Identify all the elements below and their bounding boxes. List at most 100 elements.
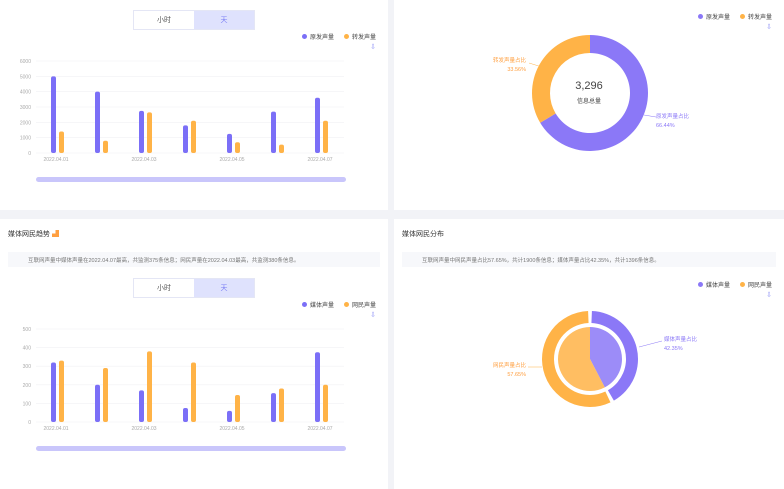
x-tick-label: 2022.04.07 — [307, 426, 332, 432]
download-icon[interactable]: ⇩ — [370, 44, 376, 51]
legend-item[interactable]: 媒体声量 — [697, 280, 730, 289]
slice-label: 媒体声量占比 42.35% — [664, 337, 698, 352]
toggle-day[interactable]: 天 — [194, 11, 254, 29]
y-tick-label: 400 — [23, 346, 32, 352]
legend-item[interactable]: 转发声量 — [343, 32, 376, 41]
download-icon[interactable]: ⇩ — [766, 292, 772, 299]
bar-媒体声量 — [139, 390, 144, 422]
summary-text: 互联网声量中网民声量占比57.65%，共计1900条信息；媒体声量占比42.35… — [402, 252, 776, 267]
outer-slice-媒体声量 — [591, 311, 639, 401]
bar-媒体声量 — [271, 393, 276, 422]
slice-label: 转发声量占比 33.56% — [492, 58, 526, 73]
volume-share-panel: 原发声量 转发声量 ⇩ 3,296 信息总量 原发声量占比 66.44% 转发声量… — [394, 0, 784, 210]
leader-line — [638, 340, 663, 348]
bar-网民声量 — [235, 395, 240, 422]
bar-转发声量 — [147, 112, 152, 153]
y-tick-label: 4000 — [20, 90, 31, 96]
inner-slice-媒体声量 — [590, 327, 622, 388]
time-toggle[interactable]: 小时 天 — [133, 10, 255, 30]
download-icon[interactable]: ⇩ — [766, 24, 772, 31]
legend-item[interactable]: 原发声量 — [301, 32, 334, 41]
bar-chart: 0 1000 2000 3000 4000 5000 6000 2022.04.01 2022.… — [20, 59, 346, 182]
slice-label: 原发声量占比 66.44% — [656, 114, 690, 129]
bar-网民声量 — [191, 362, 196, 422]
bar-转发声量 — [235, 142, 240, 153]
legend: 媒体声量 网民声量 — [301, 300, 376, 309]
media-netizen-trend-panel: 媒体网民趋势 ▟ 互联网声量中媒体声量在2022.04.07最高，共监测375条… — [0, 219, 388, 489]
bar-网民声量 — [59, 360, 64, 422]
y-tick-label: 5000 — [20, 74, 31, 80]
bar-媒体声量 — [51, 362, 56, 422]
bar-转发声量 — [59, 131, 64, 153]
legend-item[interactable]: 转发声量 — [739, 12, 772, 21]
legend: 媒体声量 网民声量 — [697, 280, 772, 289]
y-tick-label: 2000 — [20, 120, 31, 126]
leader-line — [528, 62, 543, 68]
bar-chart: 0 100 200 300 400 500 2022.04.01 2022.04.03 2022… — [23, 327, 346, 451]
y-tick-label: 3000 — [20, 105, 31, 111]
total-value: 3,296 — [575, 80, 603, 92]
bar-原发声量 — [95, 91, 100, 153]
toggle-day[interactable]: 天 — [194, 279, 254, 297]
bar-网民声量 — [147, 351, 152, 422]
y-tick-label: 200 — [23, 383, 32, 389]
bar-媒体声量 — [95, 384, 100, 422]
download-icon[interactable]: ⇩ — [370, 312, 376, 319]
total-label: 信息总量 — [576, 99, 601, 105]
y-tick-label: 6000 — [20, 59, 31, 65]
legend-item[interactable]: 媒体声量 — [301, 300, 334, 309]
bar-转发声量 — [103, 140, 108, 153]
bar-转发声量 — [323, 120, 328, 153]
legend: 原发声量 转发声量 — [301, 32, 376, 41]
donut-chart — [528, 35, 657, 151]
x-tick-label: 2022.04.07 — [307, 157, 332, 163]
y-tick-label: 300 — [23, 364, 32, 370]
chart-icon: ▟ — [51, 231, 59, 238]
toggle-hour[interactable]: 小时 — [157, 285, 171, 292]
bar-原发声量 — [227, 133, 232, 153]
bar-网民声量 — [279, 388, 284, 422]
summary-text: 互联网声量中媒体声量在2022.04.07最高，共监测375条信息；网民声量在2… — [8, 252, 380, 267]
time-toggle[interactable]: 小时 天 — [133, 278, 255, 298]
bar-原发声量 — [271, 111, 276, 153]
volume-trend-panel: 小时 天 原发声量 转发声量 ⇩ 0 1000 2000 3000 4000 5000 60… — [0, 0, 388, 210]
leader-line — [643, 114, 657, 118]
y-tick-label: 0 — [28, 151, 31, 157]
bar-原发声量 — [183, 125, 188, 153]
x-tick-label: 2022.04.03 — [131, 426, 156, 432]
media-netizen-distribution-panel: 媒体网民分布 互联网声量中网民声量占比57.65%，共计1900条信息；媒体声量… — [394, 219, 784, 489]
x-tick-label: 2022.04.05 — [219, 157, 244, 163]
legend-item[interactable]: 网民声量 — [343, 300, 376, 309]
scrollbar[interactable] — [36, 446, 346, 451]
legend: 原发声量 转发声量 — [697, 12, 772, 21]
slice-label: 网民声量占比 57.65% — [492, 363, 526, 378]
bar-转发声量 — [191, 120, 196, 153]
y-tick-label: 0 — [28, 420, 31, 426]
y-tick-label: 1000 — [20, 136, 31, 142]
toggle-hour[interactable]: 小时 — [157, 17, 171, 24]
y-tick-label: 500 — [23, 327, 32, 333]
x-tick-label: 2022.04.01 — [43, 157, 68, 163]
slice-转发声量 — [532, 35, 590, 123]
panel-title: 媒体网民趋势 ▟ — [8, 231, 59, 238]
x-tick-label: 2022.04.05 — [219, 426, 244, 432]
bar-原发声量 — [315, 97, 320, 153]
outer-slice-网民声量 — [542, 311, 611, 407]
x-tick-label: 2022.04.03 — [131, 157, 156, 163]
bar-原发声量 — [51, 76, 56, 153]
slice-原发声量 — [540, 35, 648, 151]
inner-slice-网民声量 — [558, 327, 605, 391]
panel-title: 媒体网民分布 — [402, 231, 444, 238]
x-tick-label: 2022.04.01 — [43, 426, 68, 432]
bar-媒体声量 — [315, 352, 320, 422]
bar-媒体声量 — [227, 410, 232, 422]
bar-转发声量 — [279, 144, 284, 153]
legend-item[interactable]: 原发声量 — [697, 12, 730, 21]
scrollbar[interactable] — [36, 177, 346, 182]
y-tick-label: 100 — [23, 401, 32, 407]
bar-媒体声量 — [183, 408, 188, 422]
bar-网民声量 — [103, 368, 108, 422]
legend-item[interactable]: 网民声量 — [739, 280, 772, 289]
bar-网民声量 — [323, 384, 328, 422]
nested-donut-chart — [528, 311, 663, 407]
